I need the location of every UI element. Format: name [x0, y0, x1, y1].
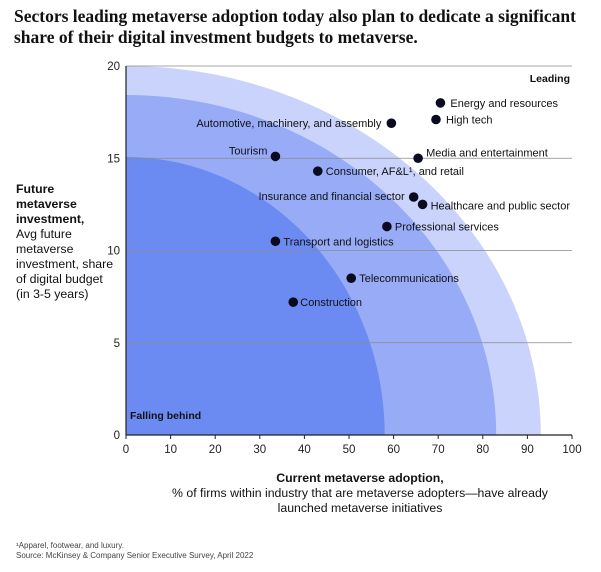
x-tick-label-60: 60: [387, 444, 400, 456]
x-tick-label-30: 30: [253, 444, 266, 456]
y-axis-label-detail: Avg future metaverse investment, share o…: [16, 227, 114, 301]
x-tick-label-90: 90: [521, 444, 534, 456]
data-point-label-3: Automotive, machinery, and assembly: [196, 118, 382, 130]
data-point-label-10: Transport and logistics: [283, 236, 394, 248]
x-tick-label-10: 10: [164, 444, 177, 456]
data-point-7: [408, 192, 419, 202]
y-axis-label-bold: Future metaverse investment,: [16, 182, 85, 226]
data-point-label-12: Construction: [300, 297, 362, 309]
data-points: Energy and resources High tech Automotive,…: [196, 98, 570, 309]
data-point-label-11: Telecommunications: [359, 273, 459, 285]
y-tick-label-0: 0: [114, 430, 120, 442]
data-point-label-6: Consumer, AF&L¹, and retail: [326, 166, 464, 178]
zone-band-3: [126, 157, 385, 435]
x-tick-label-50: 50: [343, 444, 356, 456]
data-point-1: [435, 98, 446, 108]
gridlines: [126, 65, 572, 344]
x-axis-label-bold: Current metaverse adoption,: [276, 471, 444, 485]
y-tick-label-10: 10: [107, 246, 120, 258]
data-point-label-2: High tech: [446, 115, 492, 127]
y-axis-label: Future metaverse investment, Avg future …: [16, 182, 116, 302]
data-point-label-4: Media and entertainment: [426, 147, 548, 159]
data-point-label-5: Tourism: [229, 145, 268, 157]
y-tick-label-5: 5: [114, 338, 120, 350]
data-point-label-1: Energy and resources: [450, 98, 558, 110]
data-point-3: [386, 118, 397, 128]
data-point-8: [417, 199, 428, 210]
data-point-label-7: Insurance and financial sector: [259, 191, 405, 203]
x-tick-label-40: 40: [298, 444, 311, 456]
data-point-11: [346, 273, 357, 283]
x-axis-label-detail: % of firms within industry that are meta…: [172, 486, 548, 515]
x-axis-label: Current metaverse adoption, % of firms w…: [150, 471, 570, 516]
footnote: ¹Apparel, footwear, and luxury. Source: …: [16, 541, 253, 561]
data-point-6: [312, 166, 323, 176]
zone-label-falling-behind: Falling behind: [130, 410, 201, 422]
footnote-source: Source: McKinsey & Company Senior Execut…: [16, 551, 254, 560]
x-tick-label-100: 100: [562, 444, 581, 456]
zone-label-leading: Leading: [530, 73, 570, 85]
x-tick-label-70: 70: [432, 444, 445, 456]
y-tick-label-20: 20: [107, 61, 120, 73]
data-point-2: [431, 114, 441, 125]
data-point-label-9: Professional services: [395, 222, 499, 234]
chart-title: Sectors leading metaverse adoption today…: [14, 6, 576, 47]
data-point-10: [270, 236, 281, 247]
x-tick-label-80: 80: [476, 444, 489, 456]
data-point-5: [270, 151, 281, 162]
data-point-9: [382, 221, 392, 232]
footnote-apparel: ¹Apparel, footwear, and luxury.: [16, 541, 124, 550]
x-tick-label-0: 0: [123, 444, 129, 456]
data-point-label-8: Healthcare and public sector: [431, 200, 571, 212]
zone-labels: Leading Falling behind: [130, 73, 570, 422]
data-point-4: [413, 153, 423, 164]
x-tick-label-20: 20: [209, 444, 222, 456]
y-tick-label-15: 15: [107, 153, 120, 165]
data-point-12: [288, 297, 299, 307]
tick-labels: 0 10 20 30 40 50 60 70 80 90 100 0 5 10 15 20: [107, 61, 581, 456]
